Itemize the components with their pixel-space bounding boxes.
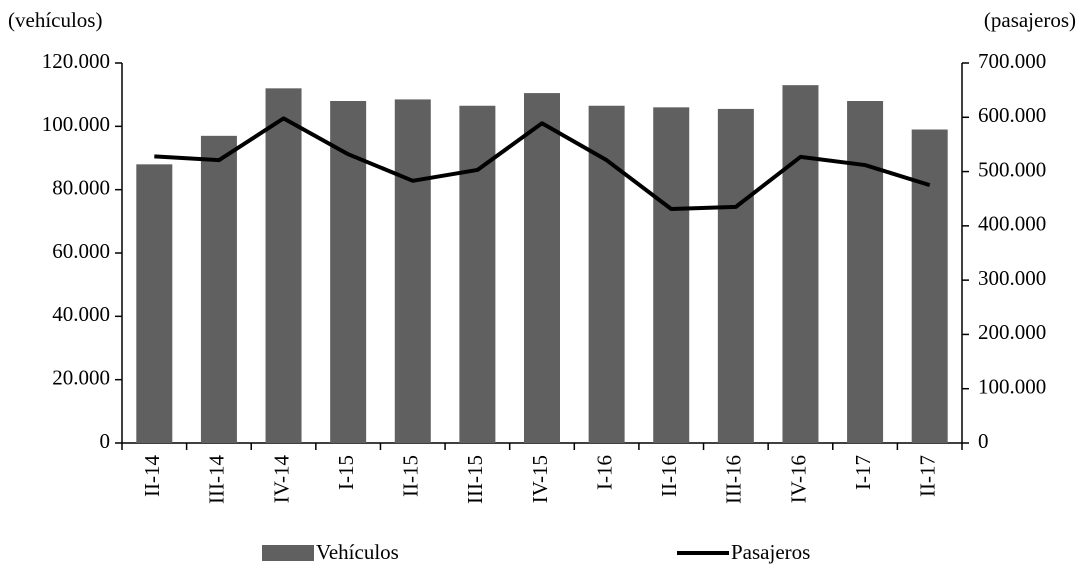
x-tick-label: IV-16	[786, 455, 810, 503]
y2-axis-label: (pasajeros)	[984, 8, 1076, 32]
legend-label: Pasajeros	[731, 540, 810, 564]
y-tick-label: 40.000	[52, 302, 110, 326]
y2-tick-label: 300.000	[978, 266, 1046, 290]
bar	[588, 105, 625, 443]
bar	[524, 93, 560, 443]
x-tick-label: III-14	[205, 455, 229, 504]
y-tick-label: 60.000	[52, 239, 110, 263]
y2-tick-label: 700.000	[978, 49, 1046, 73]
y2-tick-label: 100.000	[978, 375, 1046, 399]
x-tick-label: IV-15	[528, 455, 552, 503]
bar	[653, 107, 690, 443]
bar	[200, 135, 237, 444]
y-tick-label: 100.000	[42, 112, 110, 136]
x-tick-label: II-17	[916, 455, 940, 497]
x-tick-label: IV-14	[269, 455, 293, 504]
x-tick-label: I-15	[334, 455, 358, 490]
y2-tick-label: 0	[978, 429, 989, 453]
x-tick-label: I-16	[592, 455, 616, 490]
x-tick-label: II-14	[140, 455, 164, 497]
x-tick-label: II-16	[657, 455, 681, 497]
x-tick-label: I-17	[851, 455, 875, 490]
bar	[782, 85, 819, 444]
y2-tick-label: 400.000	[978, 212, 1046, 236]
bar	[717, 108, 754, 444]
x-tick-label: III-16	[722, 455, 746, 504]
y2-tick-label: 600.000	[978, 103, 1046, 127]
y2-tick-label: 200.000	[978, 320, 1046, 344]
y-tick-label: 20.000	[52, 365, 110, 389]
bar	[265, 88, 302, 443]
y-tick-label: 120.000	[42, 49, 110, 73]
bar	[847, 101, 884, 443]
legend-label: Vehículos	[316, 540, 399, 564]
x-tick-label: III-15	[463, 455, 487, 504]
y-tick-label: 80.000	[52, 175, 110, 199]
legend-swatch	[262, 545, 314, 561]
bar	[911, 129, 948, 443]
bar	[459, 105, 496, 443]
y-tick-label: 0	[100, 429, 111, 453]
bar	[136, 164, 173, 444]
y-axis-label: (vehículos)	[8, 8, 102, 32]
bar	[394, 99, 431, 444]
y2-tick-label: 500.000	[978, 157, 1046, 181]
line	[154, 116, 931, 212]
x-tick-label: II-15	[399, 455, 423, 497]
